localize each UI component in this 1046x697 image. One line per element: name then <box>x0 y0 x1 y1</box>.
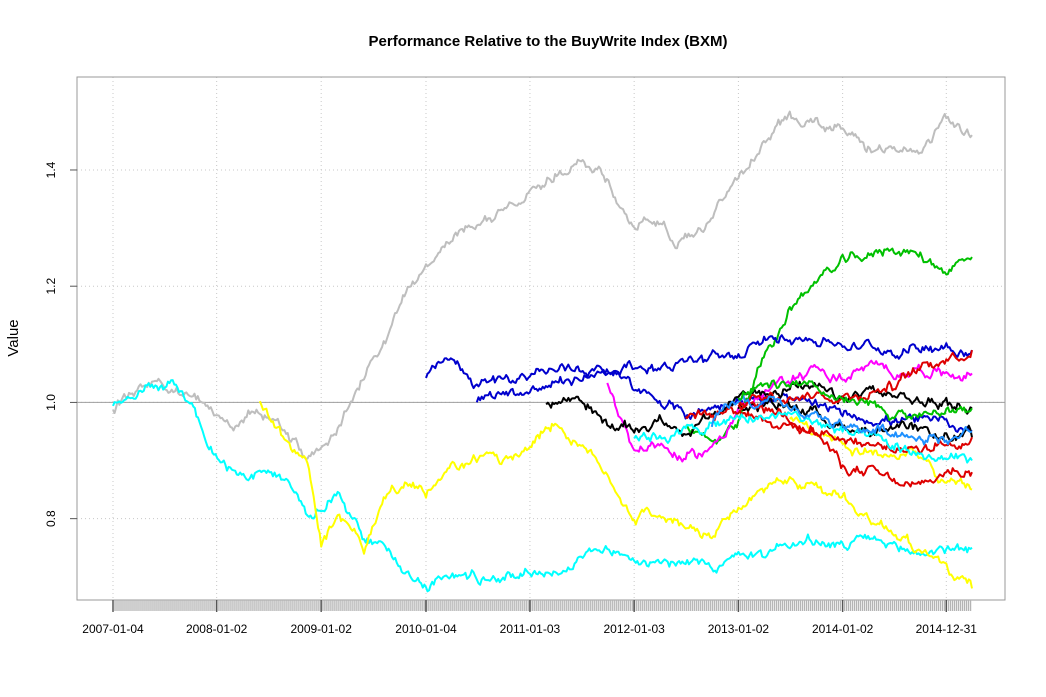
series-line-2 <box>112 379 973 593</box>
chart-title: Performance Relative to the BuyWrite Ind… <box>369 33 728 50</box>
y-tick-label: 0.8 <box>44 510 58 527</box>
y-tick-label: 1.0 <box>44 394 58 411</box>
x-tick-label: 2011-01-03 <box>500 622 561 636</box>
x-tick-label: 2013-01-02 <box>708 622 770 636</box>
series-line-16 <box>737 379 973 422</box>
x-tick-label: 2014-12-31 <box>916 622 978 636</box>
series-layer <box>112 110 973 593</box>
series-line-13 <box>685 405 973 454</box>
x-tick-label: 2009-01-02 <box>290 622 352 636</box>
x-tick-band <box>112 600 972 611</box>
series-line-14 <box>633 410 973 464</box>
y-axis-title: Value <box>5 319 22 356</box>
series-line-1 <box>112 110 973 460</box>
x-tick-label: 2008-01-02 <box>186 622 248 636</box>
y-axis: 0.8 1.0 1.2 1.4 <box>44 161 77 527</box>
series-line-11 <box>737 398 973 488</box>
x-tick-label: 2007-01-04 <box>82 622 144 636</box>
x-axis: 2007-01-04 2008-01-02 2009-01-02 2010-01-04… <box>82 600 977 636</box>
x-tick-label: 2010-01-04 <box>395 622 457 636</box>
series-line-3 <box>258 400 973 589</box>
x-tick-label: 2014-01-02 <box>812 622 874 636</box>
y-tick-label: 1.2 <box>44 278 58 295</box>
series-line-5 <box>685 247 973 445</box>
series-line-9 <box>545 380 973 437</box>
grid <box>77 77 1005 600</box>
x-tick-label: 2012-01-03 <box>603 622 665 636</box>
series-line-6 <box>425 334 973 390</box>
y-tick-label: 1.4 <box>44 161 58 178</box>
series-line-15 <box>710 394 973 446</box>
